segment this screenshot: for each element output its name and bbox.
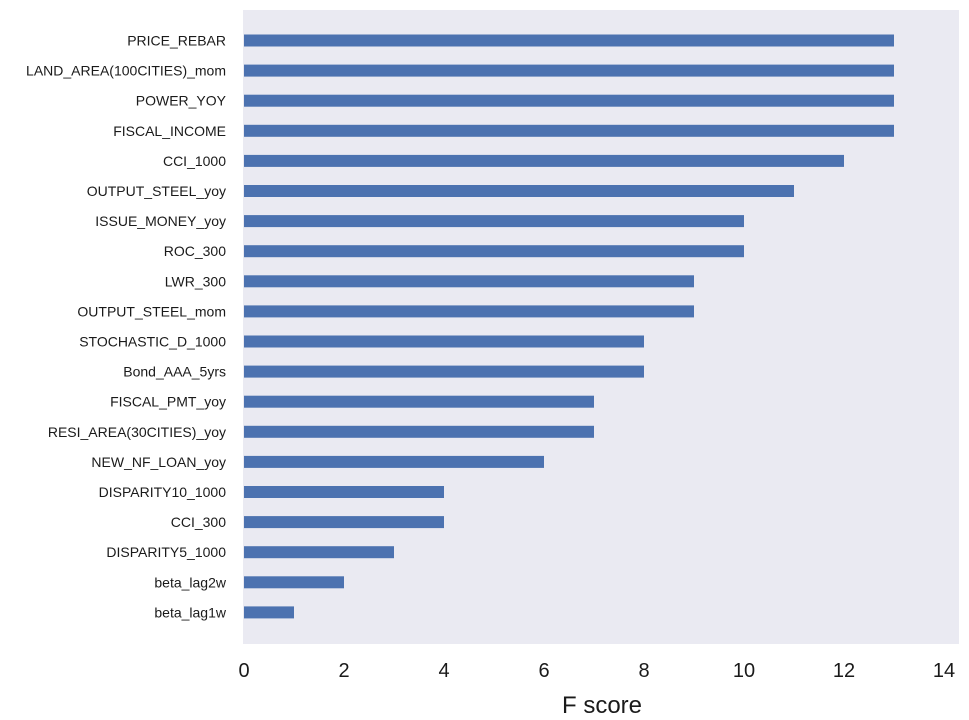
x-tick-label: 2	[338, 660, 349, 682]
x-tick-labels-group: 0 2 4 6 8 10 12 14	[238, 660, 955, 682]
category-label: CCI_1000	[163, 153, 226, 169]
bar	[244, 606, 294, 619]
category-label: NEW_NF_LOAN_yoy	[91, 454, 226, 470]
bar	[244, 546, 394, 559]
category-label: DISPARITY5_1000	[106, 544, 226, 560]
category-label: RESI_AREA(30CITIES)_yoy	[48, 424, 226, 440]
x-tick-label: 4	[438, 660, 449, 682]
bar	[244, 245, 744, 258]
category-label: ROC_300	[164, 243, 226, 259]
bar	[244, 516, 444, 529]
bar	[244, 335, 644, 348]
x-tick-label: 10	[733, 660, 755, 682]
bar	[244, 425, 594, 438]
bar	[244, 64, 894, 77]
x-tick-label: 8	[638, 660, 649, 682]
bar	[244, 395, 594, 408]
category-label: OUTPUT_STEEL_yoy	[87, 183, 226, 199]
bars-group	[244, 34, 894, 619]
category-label: POWER_YOY	[136, 93, 227, 109]
bar	[244, 215, 744, 228]
category-label: LWR_300	[165, 273, 226, 289]
category-label: LAND_AREA(100CITIES)_mom	[26, 63, 226, 79]
bar	[244, 455, 544, 468]
category-label: ISSUE_MONEY_yoy	[95, 213, 226, 229]
category-label: beta_lag1w	[154, 604, 227, 620]
bar	[244, 576, 344, 589]
x-tick-label: 14	[933, 660, 955, 682]
x-tick-label: 12	[833, 660, 855, 682]
category-label: beta_lag2w	[154, 574, 227, 590]
bar	[244, 94, 894, 107]
bar	[244, 124, 894, 137]
category-labels-group: PRICE_REBAR LAND_AREA(100CITIES)_mom POWER…	[26, 33, 227, 621]
bar	[244, 34, 894, 47]
plot-background	[243, 10, 959, 644]
bar	[244, 486, 444, 498]
category-label: STOCHASTIC_D_1000	[79, 334, 226, 350]
bar	[244, 185, 794, 197]
category-label: OUTPUT_STEEL_mom	[77, 303, 226, 319]
category-label: CCI_300	[171, 514, 226, 530]
bar	[244, 154, 844, 167]
x-tick-label: 0	[238, 660, 249, 682]
category-label: DISPARITY10_1000	[99, 484, 227, 500]
bar	[244, 275, 694, 288]
category-label: PRICE_REBAR	[127, 33, 226, 49]
category-label: FISCAL_PMT_yoy	[110, 394, 226, 410]
bar	[244, 365, 644, 378]
category-label: Bond_AAA_5yrs	[123, 364, 226, 380]
category-label: FISCAL_INCOME	[113, 123, 226, 139]
x-axis-title: F score	[562, 692, 642, 719]
bar	[244, 305, 694, 318]
x-tick-label: 6	[538, 660, 549, 682]
